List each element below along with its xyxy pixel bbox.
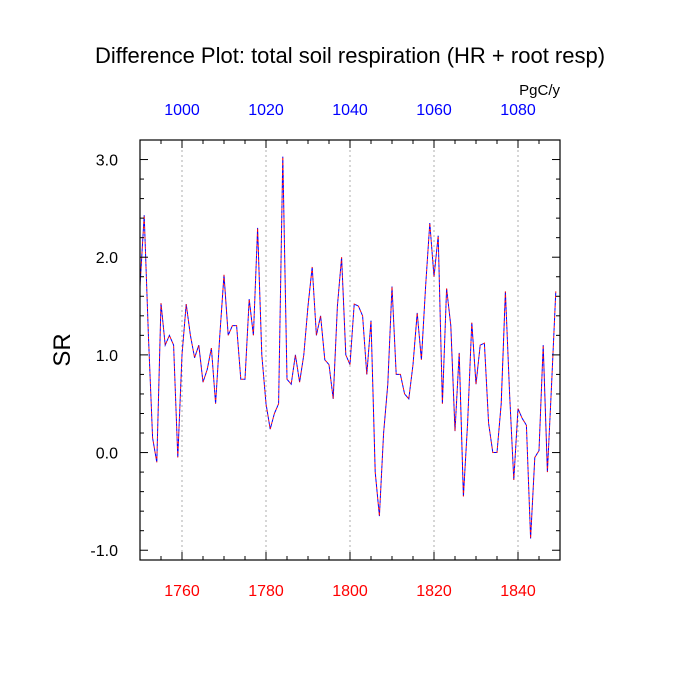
ticks bbox=[139, 139, 561, 560]
bottom-tick-label: 1840 bbox=[500, 583, 536, 600]
tick-labels: 1760 1780 1800 1820 1840 1000 1020 1040 1060 1080… bbox=[90, 102, 535, 600]
y-tick-label: 3.0 bbox=[96, 153, 118, 170]
top-tick-label: 1080 bbox=[500, 102, 536, 119]
y-tick-label: -1.0 bbox=[90, 543, 118, 560]
bottom-tick-label: 1760 bbox=[164, 583, 200, 600]
series-lines bbox=[139, 156, 557, 539]
units-label: PgC/y bbox=[519, 82, 560, 99]
y-tick-label: 2.0 bbox=[96, 250, 118, 267]
top-tick-label: 1060 bbox=[416, 102, 452, 119]
bottom-tick-label: 1820 bbox=[416, 583, 452, 600]
top-tick-label: 1040 bbox=[332, 102, 368, 119]
chart-title: Difference Plot: total soil respiration … bbox=[95, 43, 605, 68]
y-tick-label: 0.0 bbox=[96, 446, 118, 463]
y-axis-label: SR bbox=[49, 333, 76, 366]
top-tick-label: 1020 bbox=[248, 102, 284, 119]
series-line-1 bbox=[139, 156, 557, 539]
gridlines bbox=[181, 140, 519, 560]
y-tick-label: 1.0 bbox=[96, 348, 118, 365]
bottom-tick-label: 1780 bbox=[248, 583, 284, 600]
top-tick-label: 1000 bbox=[164, 102, 200, 119]
series-line-0 bbox=[139, 156, 557, 539]
bottom-tick-label: 1800 bbox=[332, 583, 368, 600]
